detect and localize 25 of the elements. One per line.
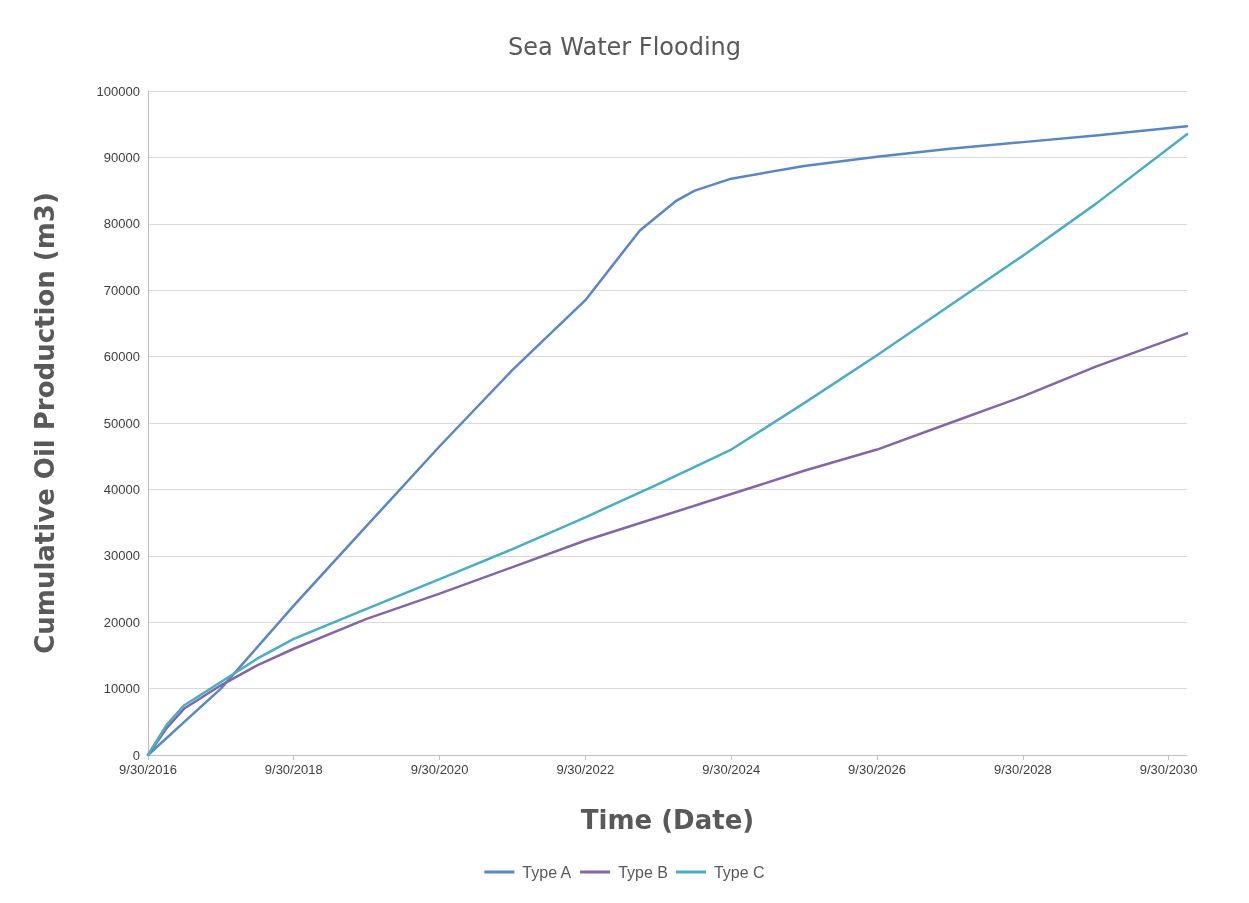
y-tick-label: 60000: [103, 349, 140, 365]
x-tick-label: 9/30/2016: [119, 762, 177, 777]
chart-title: Sea Water Flooding: [507, 33, 742, 61]
y-tick-label: 40000: [103, 481, 140, 497]
x-tick-label: 9/30/2022: [556, 762, 615, 777]
legend-label: Type B: [618, 863, 668, 881]
x-axis-title: Time (Date): [580, 805, 755, 835]
y-tick-label: 50000: [103, 415, 140, 431]
x-tick-label: 9/30/2020: [410, 762, 469, 777]
x-tick-label: 9/30/2028: [993, 762, 1052, 777]
y-axis-title: Cumulative Oil Production (m3): [30, 192, 60, 654]
y-tick-label: 100000: [96, 83, 140, 99]
y-tick-label: 30000: [103, 548, 140, 564]
x-tick-label: 9/30/2026: [848, 762, 906, 777]
y-tick-label: 20000: [103, 614, 140, 630]
x-tick-label: 9/30/2030: [1139, 762, 1198, 777]
x-tick-label: 9/30/2024: [702, 762, 761, 777]
legend-label: Type A: [522, 863, 572, 881]
x-tick-label: 9/30/2018: [264, 762, 323, 777]
y-tick-label: 70000: [103, 282, 140, 298]
y-tick-label: 10000: [103, 681, 140, 697]
legend-label: Type C: [713, 863, 765, 881]
y-tick-label: 0: [132, 747, 140, 763]
y-tick-label: 90000: [103, 149, 140, 165]
y-tick-label: 80000: [103, 216, 140, 232]
